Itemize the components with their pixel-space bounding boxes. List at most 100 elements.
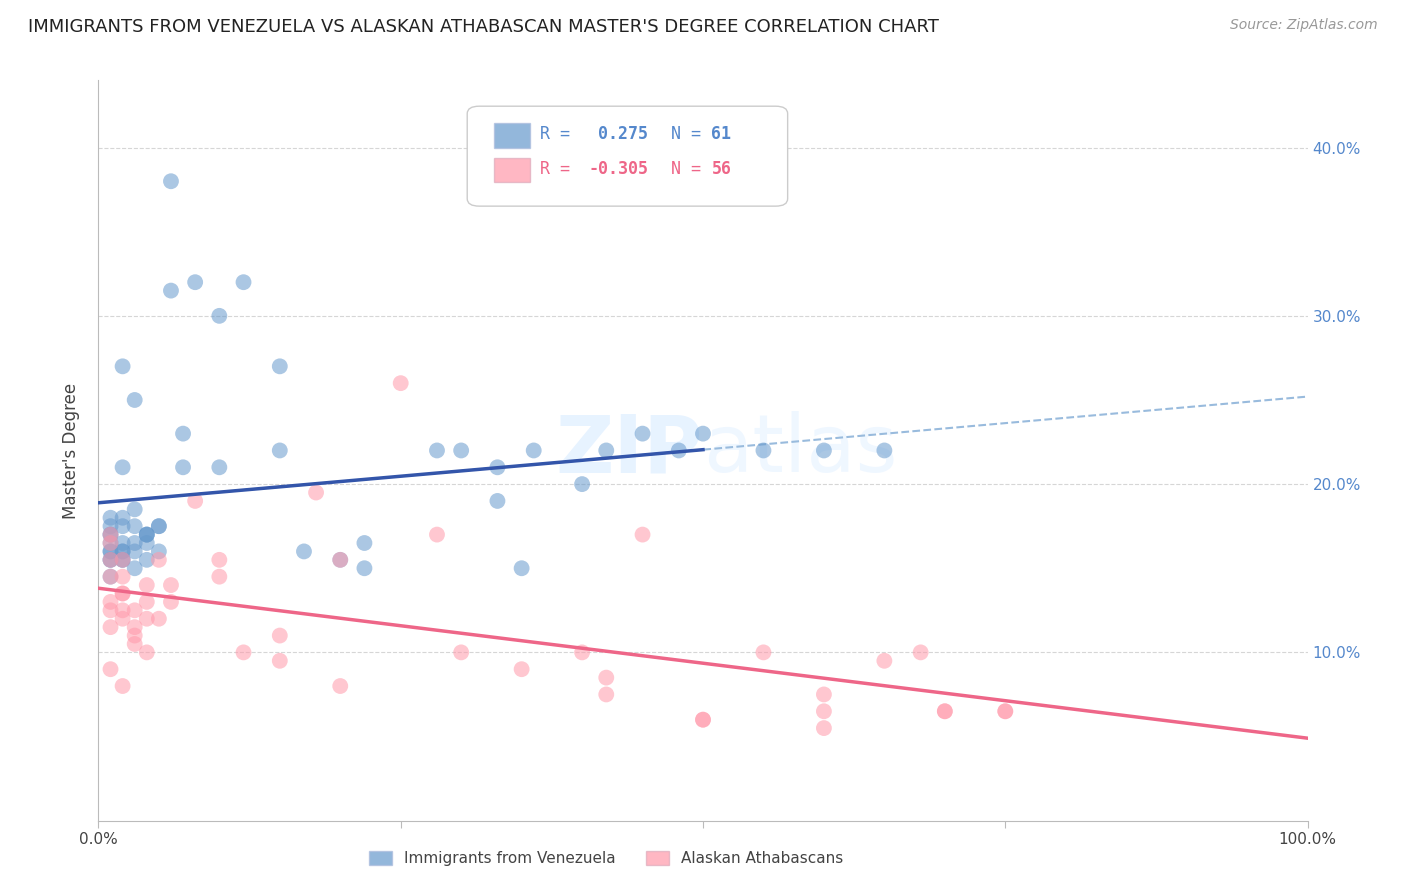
Point xyxy=(172,460,194,475)
Point xyxy=(232,275,254,289)
Point xyxy=(353,536,375,550)
Point xyxy=(124,544,146,558)
Text: Source: ZipAtlas.com: Source: ZipAtlas.com xyxy=(1230,18,1378,32)
Point xyxy=(111,553,134,567)
Point xyxy=(148,544,170,558)
Point xyxy=(148,519,170,533)
Point xyxy=(329,553,352,567)
Point xyxy=(631,527,654,541)
Point xyxy=(523,443,546,458)
Point xyxy=(160,284,183,298)
Point xyxy=(208,553,231,567)
Point xyxy=(813,688,835,702)
Point xyxy=(269,628,291,642)
Point xyxy=(111,544,134,558)
Point xyxy=(148,553,170,567)
Text: -0.305: -0.305 xyxy=(588,161,648,178)
Point xyxy=(135,595,157,609)
Point xyxy=(100,603,122,617)
Point xyxy=(135,612,157,626)
Point xyxy=(100,595,122,609)
Point xyxy=(100,553,122,567)
Point xyxy=(100,527,122,541)
Point xyxy=(100,553,122,567)
Point xyxy=(100,536,122,550)
Point xyxy=(692,426,714,441)
Point xyxy=(184,275,207,289)
Point xyxy=(994,704,1017,718)
FancyBboxPatch shape xyxy=(467,106,787,206)
Point xyxy=(124,561,146,575)
Point xyxy=(124,637,146,651)
Point xyxy=(172,426,194,441)
Point xyxy=(269,443,291,458)
Point xyxy=(510,561,533,575)
Text: 61: 61 xyxy=(711,126,731,144)
Point xyxy=(595,688,617,702)
Point xyxy=(135,553,157,567)
Point xyxy=(571,477,593,491)
Point xyxy=(208,569,231,583)
Point xyxy=(100,510,122,524)
Point xyxy=(486,460,509,475)
Text: atlas: atlas xyxy=(703,411,897,490)
Point xyxy=(595,671,617,685)
Point xyxy=(100,569,122,583)
Point xyxy=(100,519,122,533)
Point xyxy=(148,519,170,533)
Point xyxy=(160,174,183,188)
Point xyxy=(486,494,509,508)
Point xyxy=(111,603,134,617)
Point xyxy=(124,392,146,407)
Text: 56: 56 xyxy=(711,161,731,178)
Point xyxy=(100,662,122,676)
Point xyxy=(329,679,352,693)
Point xyxy=(668,443,690,458)
FancyBboxPatch shape xyxy=(494,158,530,183)
Point xyxy=(353,561,375,575)
Text: R =: R = xyxy=(540,126,579,144)
Point xyxy=(100,553,122,567)
Point xyxy=(124,536,146,550)
Point xyxy=(111,536,134,550)
Point xyxy=(135,527,157,541)
Point xyxy=(111,510,134,524)
Text: ZIP: ZIP xyxy=(555,411,703,490)
Point xyxy=(269,359,291,374)
Point xyxy=(111,679,134,693)
Point xyxy=(124,603,146,617)
Point xyxy=(100,620,122,634)
Point xyxy=(111,460,134,475)
Point xyxy=(873,654,896,668)
Point xyxy=(208,460,231,475)
Point xyxy=(111,359,134,374)
Point xyxy=(135,527,157,541)
Point xyxy=(329,553,352,567)
Point xyxy=(111,612,134,626)
Legend: Immigrants from Venezuela, Alaskan Athabascans: Immigrants from Venezuela, Alaskan Athab… xyxy=(363,845,849,872)
Point xyxy=(100,544,122,558)
Point xyxy=(124,502,146,516)
FancyBboxPatch shape xyxy=(494,123,530,148)
Point xyxy=(111,553,134,567)
Point xyxy=(100,527,122,541)
Point xyxy=(111,586,134,600)
Point xyxy=(631,426,654,441)
Point xyxy=(135,578,157,592)
Point xyxy=(160,595,183,609)
Point xyxy=(292,544,315,558)
Text: N =: N = xyxy=(651,161,711,178)
Point xyxy=(934,704,956,718)
Point xyxy=(305,485,328,500)
Point xyxy=(148,612,170,626)
Point xyxy=(994,704,1017,718)
Point xyxy=(450,443,472,458)
Point xyxy=(208,309,231,323)
Point xyxy=(232,645,254,659)
Point xyxy=(752,443,775,458)
Point xyxy=(692,713,714,727)
Point xyxy=(813,443,835,458)
Point xyxy=(111,586,134,600)
Point xyxy=(752,645,775,659)
Text: IMMIGRANTS FROM VENEZUELA VS ALASKAN ATHABASCAN MASTER'S DEGREE CORRELATION CHAR: IMMIGRANTS FROM VENEZUELA VS ALASKAN ATH… xyxy=(28,18,939,36)
